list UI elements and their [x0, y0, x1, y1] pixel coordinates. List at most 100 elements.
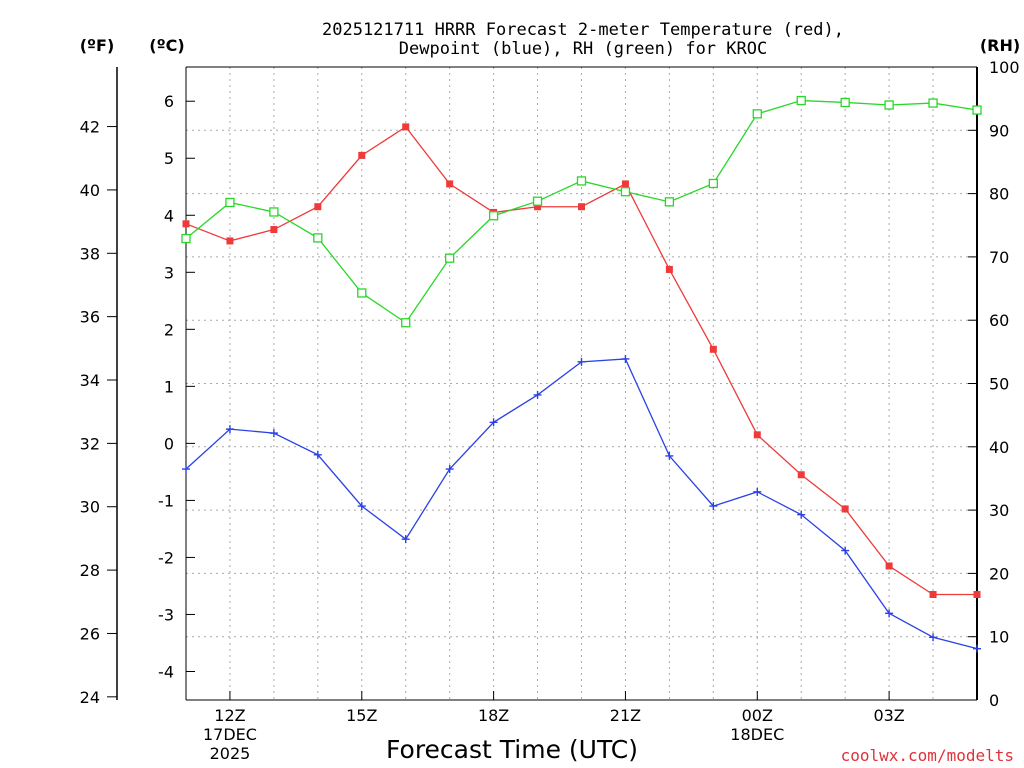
- rh-point: [664, 197, 675, 207]
- x-tick-label: 00Z: [742, 706, 773, 725]
- fahrenheit-tick-label: 40: [80, 181, 100, 200]
- fahrenheit-tick-label: 42: [80, 118, 100, 137]
- rh-unit-label: (RH): [980, 36, 1020, 55]
- data-series: [181, 95, 982, 653]
- fahrenheit-unit-label: (ºF): [80, 36, 115, 55]
- dewpoint-point: [577, 357, 586, 366]
- dewpoint-point: [313, 450, 322, 459]
- temperature-point: [182, 220, 190, 228]
- celsius-tick-label: 3: [164, 263, 174, 282]
- fahrenheit-tick-label: 38: [80, 244, 100, 263]
- celsius-tick-label: 1: [164, 377, 174, 396]
- rh-point: [181, 233, 191, 244]
- rh-point: [269, 207, 279, 217]
- temperature-point: [534, 203, 542, 211]
- fahrenheit-tick-label: 32: [80, 434, 100, 453]
- rh-point: [225, 197, 235, 208]
- celsius-tick-label: -2: [158, 548, 174, 567]
- fahrenheit-tick-label: 24: [80, 688, 100, 707]
- x-axis-label: Forecast Time (UTC): [386, 735, 638, 764]
- rh-series: [181, 95, 982, 328]
- rh-point: [401, 318, 411, 328]
- temperature-point: [621, 180, 629, 188]
- temperature-point: [797, 471, 805, 479]
- rh-point: [840, 97, 850, 108]
- axes: -4-3-2-101234562426283032343638404201020…: [80, 58, 1020, 763]
- dewpoint-point: [841, 546, 850, 555]
- dewpoint-point: [621, 354, 630, 363]
- rh-point: [313, 233, 323, 243]
- rh-point: [972, 105, 982, 115]
- rh-tick-label: 70: [989, 248, 1009, 267]
- rh-point: [620, 187, 631, 197]
- x-tick-label: 18DEC: [730, 725, 784, 744]
- dewpoint-point: [357, 502, 366, 511]
- temperature-point: [841, 505, 849, 513]
- x-tick-label: 03Z: [873, 706, 904, 725]
- celsius-tick-label: 6: [164, 92, 174, 111]
- dewpoint-series: [182, 354, 981, 653]
- chart-title-line-1: 2025121711 HRRR Forecast 2-meter Tempera…: [322, 20, 844, 40]
- temperature-point: [402, 123, 410, 131]
- celsius-unit-label: (ºC): [149, 36, 184, 55]
- temperature-point: [314, 203, 322, 211]
- rh-point: [796, 95, 806, 106]
- dewpoint-point: [973, 644, 981, 653]
- celsius-tick-label: 0: [164, 434, 174, 453]
- x-tick-label: 17DEC: [203, 725, 257, 744]
- celsius-tick-label: -4: [158, 662, 174, 681]
- source-credit: coolwx.com/modelts: [841, 746, 1014, 765]
- dewpoint-point: [225, 425, 234, 434]
- dewpoint-point: [929, 633, 938, 642]
- rh-tick-label: 20: [989, 564, 1009, 583]
- fahrenheit-tick-label: 30: [80, 498, 100, 517]
- x-tick-label: 12Z: [214, 706, 245, 725]
- dewpoint-point: [709, 502, 718, 511]
- temperature-point: [665, 265, 673, 273]
- fahrenheit-tick-label: 36: [80, 308, 100, 327]
- fahrenheit-tick-label: 34: [80, 371, 100, 390]
- rh-tick-label: 40: [989, 438, 1009, 457]
- dewpoint-point: [489, 418, 498, 427]
- temperature-point: [358, 151, 366, 159]
- dewpoint-point: [401, 535, 410, 544]
- rh-tick-label: 100: [989, 58, 1020, 77]
- rh-point: [752, 109, 762, 119]
- rh-tick-label: 0: [989, 691, 999, 710]
- temperature-point: [709, 345, 717, 353]
- dewpoint-point: [797, 510, 806, 519]
- temperature-point: [578, 203, 585, 211]
- rh-tick-label: 80: [989, 185, 1009, 204]
- x-tick-label: 21Z: [610, 706, 641, 725]
- rh-tick-label: 90: [989, 121, 1009, 140]
- rh-point: [357, 288, 367, 298]
- celsius-tick-label: 4: [164, 206, 174, 225]
- temperature-series: [182, 123, 981, 598]
- rh-point: [532, 196, 543, 206]
- grid-lines: [186, 67, 977, 700]
- dewpoint-point: [182, 465, 190, 474]
- rh-point: [928, 98, 938, 108]
- x-tick-label: 15Z: [346, 706, 377, 725]
- x-tick-label: 18Z: [478, 706, 509, 725]
- dewpoint-point: [885, 609, 894, 618]
- chart-title-line-2: Dewpoint (blue), RH (green) for KROC: [399, 39, 767, 59]
- temperature-point: [270, 226, 278, 234]
- temperature-point: [973, 591, 981, 598]
- rh-tick-label: 60: [989, 311, 1009, 330]
- temperature-point: [226, 237, 234, 245]
- dewpoint-point: [269, 429, 278, 438]
- dewpoint-point: [533, 390, 542, 399]
- x-tick-label: 2025: [210, 744, 251, 763]
- rh-point: [445, 253, 455, 263]
- temperature-point: [929, 591, 937, 598]
- rh-tick-label: 30: [989, 501, 1009, 520]
- fahrenheit-tick-label: 26: [80, 624, 100, 643]
- temperature-point: [885, 562, 893, 570]
- celsius-tick-label: -1: [158, 491, 174, 510]
- dewpoint-point: [665, 451, 674, 460]
- celsius-tick-label: 5: [164, 149, 174, 168]
- temperature-point: [753, 431, 761, 439]
- temperature-point: [446, 180, 454, 188]
